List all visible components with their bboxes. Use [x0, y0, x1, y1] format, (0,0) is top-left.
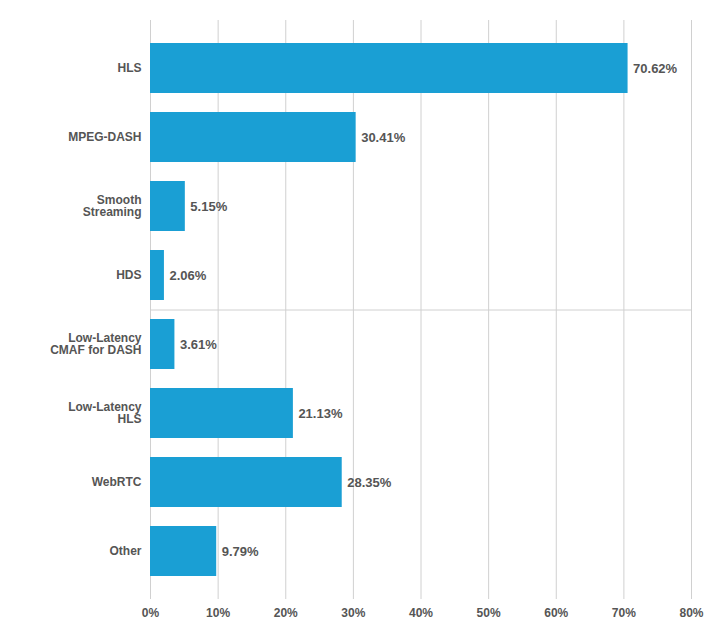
svg-text:HLS: HLS: [118, 61, 142, 75]
svg-text:50%: 50%: [477, 606, 501, 620]
svg-text:Low-LatencyHLS: Low-LatencyHLS: [68, 400, 142, 426]
svg-text:70.62%: 70.62%: [633, 61, 678, 76]
svg-text:9.79%: 9.79%: [222, 544, 259, 559]
svg-text:MPEG-DASH: MPEG-DASH: [68, 130, 141, 144]
svg-text:0%: 0%: [142, 606, 160, 620]
svg-text:5.15%: 5.15%: [190, 199, 227, 214]
svg-text:20%: 20%: [274, 606, 298, 620]
svg-text:10%: 10%: [206, 606, 230, 620]
svg-text:WebRTC: WebRTC: [92, 475, 142, 489]
svg-text:HDS: HDS: [116, 268, 141, 282]
svg-text:2.06%: 2.06%: [169, 268, 206, 283]
svg-text:21.13%: 21.13%: [298, 406, 343, 421]
svg-text:SmoothStreaming: SmoothStreaming: [83, 193, 142, 219]
svg-text:Low-LatencyCMAF for DASH: Low-LatencyCMAF for DASH: [50, 331, 142, 357]
svg-text:Other: Other: [109, 544, 141, 558]
svg-text:40%: 40%: [409, 606, 433, 620]
svg-text:80%: 80%: [679, 606, 703, 620]
svg-text:30.41%: 30.41%: [361, 130, 406, 145]
svg-text:30%: 30%: [341, 606, 365, 620]
svg-text:70%: 70%: [612, 606, 636, 620]
svg-text:3.61%: 3.61%: [180, 337, 217, 352]
svg-text:60%: 60%: [544, 606, 568, 620]
svg-text:28.35%: 28.35%: [347, 475, 392, 490]
